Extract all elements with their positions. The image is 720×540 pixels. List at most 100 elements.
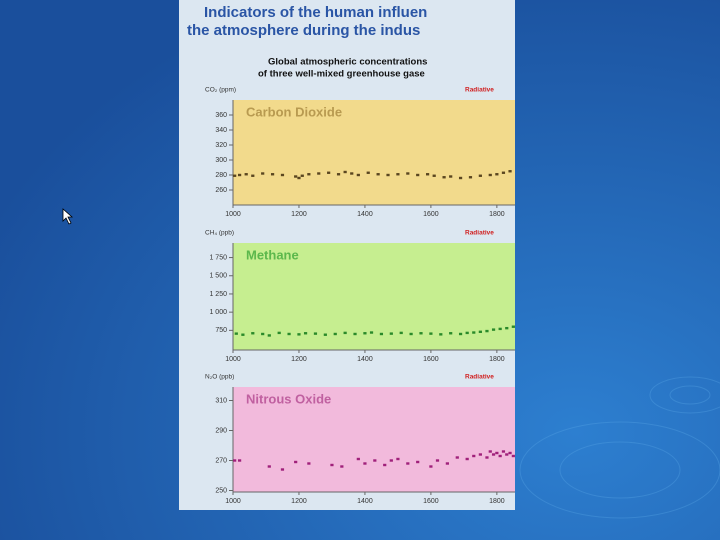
- data-point: [429, 465, 433, 468]
- data-point: [280, 468, 285, 471]
- data-point: [327, 171, 331, 174]
- data-point: [280, 173, 285, 177]
- y-tick-label: 750: [215, 327, 227, 334]
- data-point: [488, 450, 492, 453]
- y-tick-label: 340: [215, 127, 227, 134]
- y-tick-label: 260: [215, 187, 227, 194]
- data-point: [442, 176, 446, 179]
- data-point: [501, 450, 506, 453]
- data-point: [383, 463, 387, 467]
- data-point: [336, 173, 341, 176]
- data-point: [478, 174, 482, 177]
- y-tick-label: 280: [215, 172, 227, 179]
- data-point: [435, 459, 440, 462]
- y-axis-label: CO₂ (ppm): [205, 87, 236, 94]
- y-tick-label: 320: [215, 142, 227, 149]
- data-point: [363, 332, 367, 335]
- y-tick-label: 250: [215, 487, 227, 494]
- figure-subtitle: Global atmospheric concentrations: [268, 57, 427, 68]
- data-point: [300, 174, 304, 177]
- data-point: [468, 176, 473, 179]
- chart-title: Methane: [246, 247, 299, 262]
- x-tick-label: 1000: [225, 498, 241, 505]
- data-point: [458, 332, 463, 336]
- data-point: [485, 456, 489, 459]
- data-point: [353, 332, 357, 336]
- x-tick-label: 1400: [357, 356, 373, 363]
- data-point: [373, 459, 377, 462]
- data-point: [307, 173, 311, 176]
- ripples: [519, 376, 720, 519]
- x-tick-label: 1800: [489, 356, 505, 363]
- data-point: [277, 331, 281, 335]
- data-point: [449, 332, 453, 335]
- data-point: [386, 173, 390, 177]
- data-point: [416, 460, 420, 464]
- y-axis-label: N₂O (ppb): [205, 374, 234, 381]
- data-point: [343, 331, 347, 335]
- y-tick-label: 310: [215, 397, 227, 404]
- data-point: [233, 174, 237, 177]
- data-point: [294, 175, 298, 178]
- data-point: [333, 332, 337, 336]
- data-point: [366, 171, 370, 174]
- data-point: [416, 173, 420, 177]
- data-point: [270, 173, 275, 176]
- data-point: [369, 331, 374, 334]
- y-tick-label: 1 750: [209, 254, 227, 261]
- x-tick-label: 1200: [291, 356, 307, 363]
- data-point: [363, 462, 367, 465]
- data-point: [356, 173, 360, 177]
- y-tick-label: 1 250: [209, 291, 227, 298]
- data-point: [406, 172, 410, 175]
- data-point: [389, 459, 393, 462]
- data-point: [379, 332, 384, 336]
- data-point: [297, 176, 301, 180]
- data-point: [498, 454, 502, 458]
- x-tick-label: 1000: [225, 211, 241, 218]
- data-point: [472, 454, 476, 458]
- data-point: [294, 460, 298, 464]
- x-tick-label: 1600: [423, 211, 439, 218]
- data-point: [505, 453, 509, 456]
- data-point: [267, 465, 271, 468]
- figure-title: Indicators of the human influen: [204, 4, 427, 21]
- data-point: [287, 332, 291, 336]
- data-point: [396, 173, 400, 176]
- figure-title: the atmosphere during the indus: [187, 22, 420, 39]
- data-point: [340, 465, 344, 468]
- data-point: [455, 456, 459, 459]
- data-point: [439, 333, 443, 336]
- data-point: [495, 451, 499, 455]
- data-point: [432, 174, 436, 177]
- data-point: [449, 175, 453, 178]
- radiative-label: Radiative: [465, 87, 494, 94]
- data-point: [244, 173, 248, 176]
- chart-title: Carbon Dioxide: [246, 104, 342, 119]
- data-point: [297, 333, 301, 336]
- x-tick-label: 1400: [357, 498, 373, 505]
- data-point: [485, 329, 489, 333]
- data-point: [317, 172, 321, 175]
- x-tick-label: 1200: [291, 498, 307, 505]
- data-point: [406, 462, 410, 465]
- data-point: [233, 459, 237, 462]
- y-tick-label: 270: [215, 457, 227, 464]
- radiative-label: Radiative: [465, 230, 494, 237]
- figure-panel: Indicators of the human influen the atmo…: [179, 0, 515, 510]
- plot-area: [233, 387, 515, 492]
- data-point: [303, 332, 308, 335]
- data-point: [472, 331, 476, 334]
- data-point: [478, 330, 482, 334]
- data-point: [376, 173, 380, 176]
- figure-subtitle: of three well-mixed greenhouse gase: [258, 69, 425, 80]
- data-point: [261, 332, 265, 336]
- data-point: [409, 332, 413, 336]
- data-point: [458, 176, 463, 180]
- x-tick-label: 1800: [489, 498, 505, 505]
- data-point: [389, 332, 393, 335]
- data-point: [445, 462, 449, 465]
- data-point: [237, 459, 242, 462]
- y-tick-label: 1 000: [209, 309, 227, 316]
